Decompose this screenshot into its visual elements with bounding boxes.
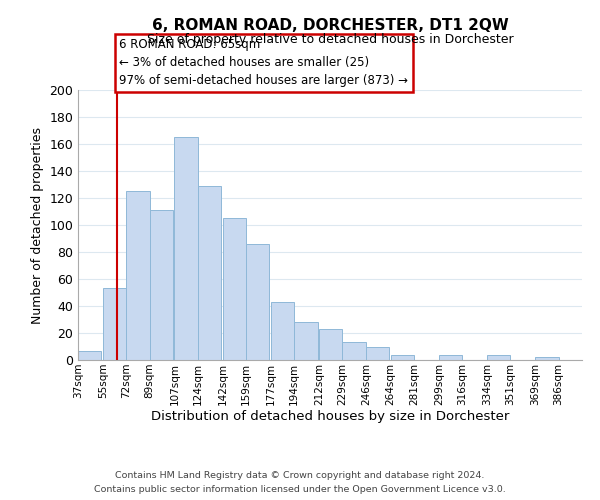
Bar	[223, 218, 246, 360]
Bar	[103, 288, 126, 360]
Bar	[271, 302, 294, 360]
Bar	[343, 342, 366, 360]
Bar	[246, 244, 269, 360]
Bar	[149, 210, 173, 360]
Bar	[319, 329, 343, 360]
Bar	[487, 354, 511, 360]
Bar	[198, 186, 221, 360]
X-axis label: Distribution of detached houses by size in Dorchester: Distribution of detached houses by size …	[151, 410, 509, 424]
Bar	[391, 354, 414, 360]
Text: Contains public sector information licensed under the Open Government Licence v3: Contains public sector information licen…	[94, 484, 506, 494]
Bar	[366, 346, 389, 360]
Y-axis label: Number of detached properties: Number of detached properties	[31, 126, 44, 324]
Bar	[175, 137, 198, 360]
Text: Size of property relative to detached houses in Dorchester: Size of property relative to detached ho…	[146, 32, 514, 46]
Text: Contains HM Land Registry data © Crown copyright and database right 2024.: Contains HM Land Registry data © Crown c…	[115, 472, 485, 480]
Bar	[294, 322, 317, 360]
Bar	[535, 358, 559, 360]
Text: 6 ROMAN ROAD: 65sqm
← 3% of detached houses are smaller (25)
97% of semi-detache: 6 ROMAN ROAD: 65sqm ← 3% of detached hou…	[119, 38, 409, 88]
Bar	[78, 350, 101, 360]
Bar	[439, 354, 462, 360]
Bar	[126, 191, 149, 360]
Text: 6, ROMAN ROAD, DORCHESTER, DT1 2QW: 6, ROMAN ROAD, DORCHESTER, DT1 2QW	[152, 18, 508, 32]
